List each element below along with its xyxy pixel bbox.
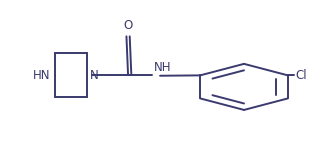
Text: N: N bbox=[90, 69, 99, 81]
Text: O: O bbox=[123, 19, 133, 32]
Text: NH: NH bbox=[154, 60, 171, 74]
Text: HN: HN bbox=[33, 69, 51, 81]
Text: Cl: Cl bbox=[296, 69, 307, 82]
